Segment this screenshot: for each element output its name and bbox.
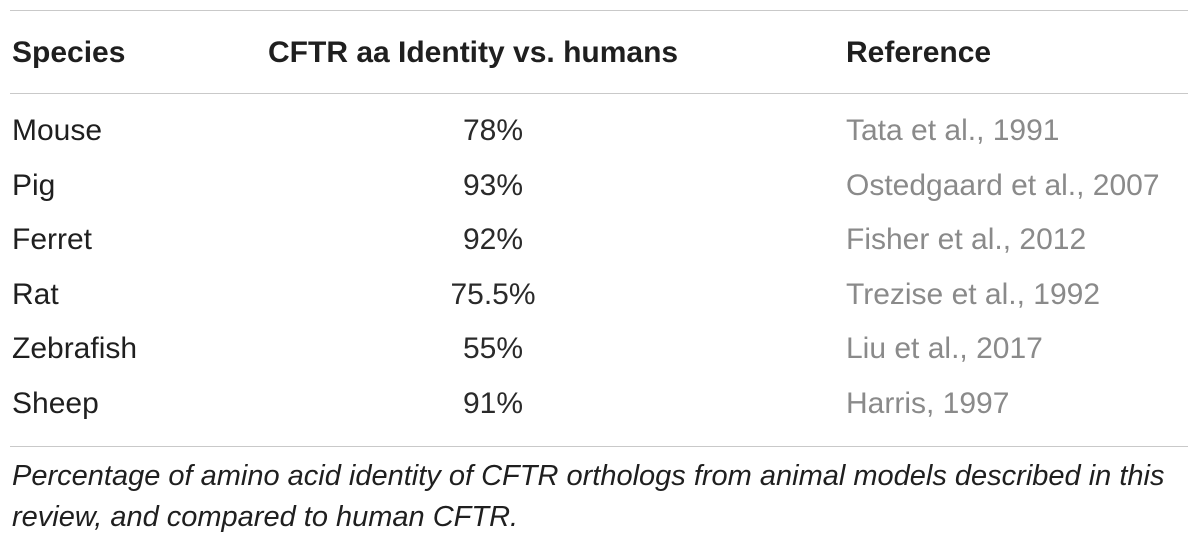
identity-cell: 75.5% xyxy=(450,277,536,311)
reference-cell: Trezise et al., 1992 xyxy=(846,277,1101,311)
reference-cell: Tata et al., 1991 xyxy=(846,114,1060,147)
table-header-row: Species CFTR aa Identity vs. humans Refe… xyxy=(0,30,1200,76)
species-cell: Mouse xyxy=(12,114,103,147)
identity-cell: 92% xyxy=(462,223,524,256)
table-row: Rat 75.5% Trezise et al., 1992 xyxy=(0,268,1200,323)
table-row: Mouse 78% Tata et al., 1991 xyxy=(0,104,1200,159)
identity-cell: 78% xyxy=(462,114,524,147)
reference-cell: Harris, 1997 xyxy=(846,386,1010,420)
header-species: Species xyxy=(12,36,126,69)
identity-cell: 93% xyxy=(462,168,524,202)
species-cell: Zebrafish xyxy=(12,332,138,365)
identity-cell: 91% xyxy=(462,386,524,420)
species-cell: Ferret xyxy=(12,223,93,256)
species-cell: Rat xyxy=(12,277,59,311)
species-cell: Sheep xyxy=(12,386,99,420)
table-body: Mouse 78% Tata et al., 1991 Pig 93% Oste… xyxy=(0,104,1200,431)
header-reference: Reference xyxy=(846,36,992,69)
table-row: Pig 93% Ostedgaard et al., 2007 xyxy=(0,159,1200,214)
table-row: Ferret 92% Fisher et al., 2012 xyxy=(0,213,1200,268)
reference-cell: Fisher et al., 2012 xyxy=(846,223,1087,256)
table-row: Sheep 91% Harris, 1997 xyxy=(0,377,1200,432)
table-bottom-rule xyxy=(10,446,1188,447)
table-row: Zebrafish 55% Liu et al., 2017 xyxy=(0,322,1200,377)
table-caption: Percentage of amino acid identity of CFT… xyxy=(12,460,1165,533)
species-cell: Pig xyxy=(12,168,56,202)
table-top-rule xyxy=(10,10,1188,11)
reference-cell: Liu et al., 2017 xyxy=(846,332,1043,365)
header-identity: CFTR aa Identity vs. humans xyxy=(268,36,679,69)
table-header-rule xyxy=(10,93,1188,94)
reference-cell: Ostedgaard et al., 2007 xyxy=(846,168,1160,202)
identity-cell: 55% xyxy=(462,332,524,365)
